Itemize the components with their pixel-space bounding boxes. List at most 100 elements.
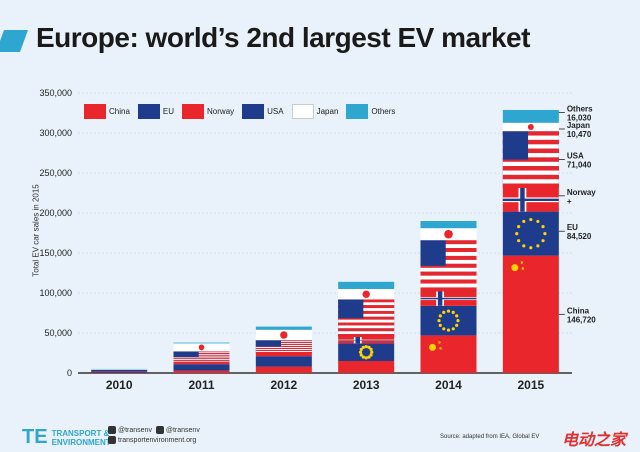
eu-star [446, 328, 451, 332]
usa-stripe [173, 358, 230, 360]
usa-stripe [255, 343, 312, 345]
logo-line1: TRANSPORT & [51, 428, 110, 438]
usa-canton [502, 131, 529, 160]
bar-segment [91, 371, 148, 372]
usa-stripe [255, 345, 312, 347]
chart-legend: China EU Norway USA Japan Others [84, 104, 395, 119]
usa-canton [420, 240, 446, 266]
bar-segment [255, 356, 312, 367]
eu-star [446, 309, 451, 313]
eu-star [367, 345, 371, 349]
eu-star [358, 350, 363, 354]
y-tick-label: 150,000 [39, 248, 72, 258]
legend-label: Norway [207, 107, 235, 116]
usa-stripe [420, 267, 477, 272]
x-tick-label: 2015 [517, 378, 544, 392]
eu-star [541, 239, 545, 243]
twitter-handle[interactable]: @transenv [118, 427, 152, 434]
usa-stripe [420, 252, 477, 256]
bar-segment [255, 353, 312, 357]
japan-dot [362, 290, 370, 298]
annotation-value: 71,040 [567, 161, 592, 170]
usa-stripe [502, 183, 559, 189]
usa-stripe [173, 356, 230, 358]
japan-dot [280, 331, 288, 339]
usa-stripe [502, 139, 559, 145]
norway-cross [338, 339, 395, 341]
usa-stripe [420, 259, 477, 264]
facebook-handle[interactable]: @transenv [165, 427, 200, 434]
legend-label: Japan [316, 107, 339, 116]
bar-segment [91, 368, 148, 370]
usa-stripe [420, 263, 477, 268]
eu-star [451, 327, 455, 331]
usa-stripe [255, 352, 312, 353]
eu-star [359, 347, 363, 351]
annotation-label: Norway [567, 188, 596, 197]
usa-stripe [502, 170, 559, 175]
usa-stripe [420, 248, 477, 253]
usa-stripe [420, 244, 477, 249]
eu-star [455, 314, 459, 318]
usa-stripe [255, 347, 312, 349]
bar-segment [420, 335, 477, 373]
usa-canton [338, 299, 364, 319]
usa-stripe [255, 349, 312, 351]
usa-stripe [255, 344, 312, 346]
legend-label: China [109, 107, 130, 116]
bar-segment [173, 364, 230, 371]
china-star [438, 341, 441, 344]
bar-segment [338, 343, 395, 361]
eu-star [451, 310, 455, 314]
eu-star [361, 345, 365, 349]
usa-stripe [173, 352, 230, 354]
eu-star [536, 219, 540, 224]
usa-stripe [255, 351, 312, 353]
usa-stripe [255, 340, 312, 342]
eu-star [442, 310, 446, 314]
y-tick-label: 0 [67, 368, 72, 378]
annotation-label: Others [567, 104, 593, 113]
bar-segment [91, 369, 148, 370]
usa-stripe [338, 305, 395, 309]
eu-star [364, 344, 368, 349]
eu-star [361, 355, 365, 359]
te-logo-icon: TE [22, 426, 48, 448]
eu-star [370, 350, 374, 354]
usa-stripe [502, 161, 559, 167]
norway-cross [502, 198, 559, 201]
annotation-value: 146,720 [567, 315, 596, 324]
usa-stripe [338, 308, 395, 311]
japan-dot [198, 344, 205, 351]
usa-stripe [420, 279, 477, 284]
y-tick-label: 100,000 [39, 288, 72, 298]
usa-stripe [338, 302, 395, 306]
usa-stripe [502, 174, 559, 180]
usa-stripe [502, 148, 559, 154]
eu-star [456, 319, 460, 323]
legend-swatch [291, 104, 314, 119]
eu-star [359, 353, 363, 357]
usa-stripe [338, 316, 395, 320]
usa-stripe [338, 322, 395, 326]
usa-stripe [173, 353, 230, 355]
bar-segment [502, 255, 559, 373]
eu-star [536, 244, 540, 248]
legend-swatch [137, 104, 160, 119]
legend-item: Others [346, 104, 395, 119]
china-star [520, 261, 524, 264]
usa-stripe [420, 240, 477, 245]
twitter-icon [108, 426, 116, 435]
usa-stripe [420, 287, 477, 292]
china-star [439, 347, 442, 350]
eu-star [367, 355, 371, 359]
bar-segment [255, 366, 312, 373]
annotation-label: EU [567, 223, 578, 232]
legend-item: Norway [182, 104, 234, 119]
usa-stripe [173, 353, 230, 354]
china-star [511, 264, 519, 272]
usa-canton [173, 351, 199, 357]
usa-stripe [338, 313, 395, 317]
legend-label: USA [267, 107, 284, 116]
website-link[interactable]: transportenvironment.org [118, 437, 197, 444]
